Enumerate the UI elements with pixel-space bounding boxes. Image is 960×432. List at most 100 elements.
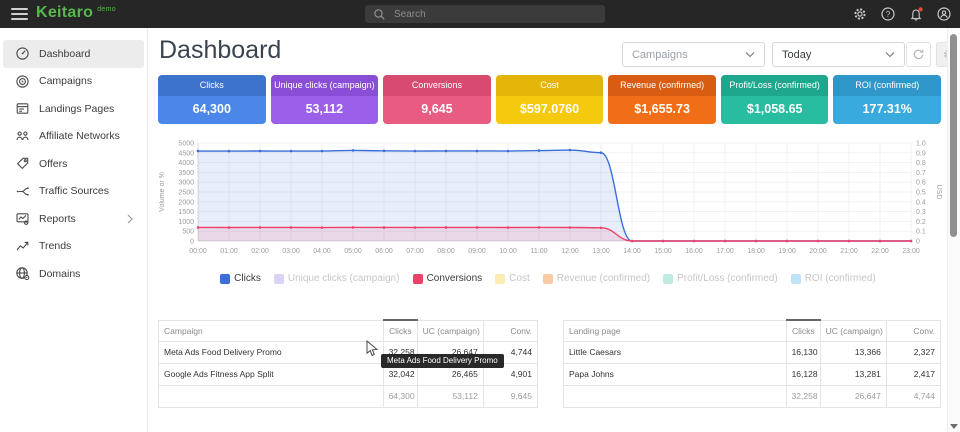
legend-label: Revenue (confirmed) <box>556 273 651 284</box>
sidebar-item-label: Affiliate Networks <box>39 130 120 143</box>
menu-icon[interactable] <box>11 8 28 23</box>
search-box[interactable] <box>365 5 605 23</box>
search-input[interactable] <box>392 7 586 21</box>
column-header-clicks[interactable]: Clicks <box>785 319 821 342</box>
svg-text:17:00: 17:00 <box>716 248 734 255</box>
traffic-chart[interactable]: 00:00 01:00 02:00 03:00 04:00 05:00 06:00 07:00… <box>148 132 960 264</box>
sidebar-item-landings-pages[interactable]: Landings Pages <box>3 95 144 123</box>
card-label: ROI (confirmed) <box>833 75 942 96</box>
svg-text:4000: 4000 <box>178 160 194 167</box>
svg-text:0.4: 0.4 <box>916 199 926 206</box>
column-header-landing-page[interactable]: Landing page <box>563 319 787 342</box>
sidebar-item-label: Campaigns <box>39 75 93 88</box>
date-range-select[interactable]: Today <box>772 42 905 67</box>
notifications-bell-icon[interactable] <box>908 6 924 22</box>
column-header-campaign[interactable]: Campaign <box>158 319 384 342</box>
totals-cell: 64,300 <box>382 384 418 408</box>
legend-item-unique-clicks-campaign[interactable]: Unique clicks (campaign) <box>273 273 400 284</box>
svg-text:20:00: 20:00 <box>809 248 827 255</box>
landings-icon <box>14 101 30 116</box>
sidebar-item-campaigns[interactable]: Campaigns <box>3 68 144 96</box>
legend-swatch <box>542 273 553 284</box>
refresh-button[interactable] <box>906 42 931 67</box>
chevron-down-icon <box>885 52 895 58</box>
settings-icon[interactable] <box>852 6 868 22</box>
table-row[interactable]: Papa Johns 16,128 13,281 2,417 <box>563 362 942 386</box>
svg-text:23:00: 23:00 <box>902 248 920 255</box>
domains-icon <box>14 266 30 281</box>
sidebar-item-trends[interactable]: Trends <box>3 233 144 261</box>
stat-card-revenue-confirmed: Revenue (confirmed) $1,655.73 <box>608 75 716 124</box>
svg-text:0.7: 0.7 <box>916 170 926 177</box>
legend-swatch <box>495 273 506 284</box>
svg-text:00:00: 00:00 <box>189 248 207 255</box>
topbar-actions: ? <box>852 6 952 22</box>
sidebar-item-label: Offers <box>39 157 68 170</box>
legend-item-cost[interactable]: Cost <box>495 273 530 284</box>
svg-text:11:00: 11:00 <box>531 248 548 255</box>
totals-cell: 32,258 <box>785 384 821 408</box>
svg-text:0: 0 <box>190 239 194 246</box>
search-icon <box>374 8 385 20</box>
notification-dot <box>918 7 923 12</box>
svg-text:0.6: 0.6 <box>916 180 926 187</box>
help-icon[interactable]: ? <box>880 6 896 22</box>
svg-text:08:00: 08:00 <box>437 248 455 255</box>
column-header-conv[interactable]: Conv. <box>482 319 539 342</box>
row-value-cell: 16,128 <box>785 362 821 386</box>
legend-label: Cost <box>509 273 530 284</box>
svg-text:0.8: 0.8 <box>916 160 926 167</box>
column-header-uc-campaign[interactable]: UC (campaign) <box>416 319 484 342</box>
legend-item-roi-confirmed[interactable]: ROI (confirmed) <box>790 273 876 284</box>
svg-text:18:00: 18:00 <box>747 248 765 255</box>
column-header-clicks[interactable]: Clicks <box>382 319 418 342</box>
legend-label: Clicks <box>234 273 261 284</box>
sidebar-item-offers[interactable]: Offers <box>3 150 144 178</box>
stat-card-unique-clicks-campaign: Unique clicks (campaign) 53,112 <box>270 75 379 124</box>
card-label: Conversions <box>383 75 491 96</box>
row-value-cell: 13,281 <box>819 362 887 386</box>
scrollbar[interactable] <box>947 28 960 432</box>
svg-text:04:00: 04:00 <box>313 248 331 255</box>
svg-text:15:00: 15:00 <box>654 248 672 255</box>
user-avatar-icon[interactable] <box>936 6 952 22</box>
brand-logo[interactable]: Keitaro demo <box>36 4 116 22</box>
sidebar-item-traffic-sources[interactable]: Traffic Sources <box>3 178 144 206</box>
totals-cell <box>158 384 384 408</box>
row-value-cell: 2,327 <box>885 340 942 364</box>
svg-text:0.2: 0.2 <box>916 219 926 226</box>
card-label: Revenue (confirmed) <box>608 75 716 96</box>
row-value-cell: 13,366 <box>819 340 887 364</box>
svg-text:0.5: 0.5 <box>916 190 926 197</box>
svg-text:0.1: 0.1 <box>916 229 926 236</box>
sidebar-item-label: Traffic Sources <box>39 185 110 198</box>
legend-item-clicks[interactable]: Clicks <box>220 273 261 284</box>
legend-item-revenue-confirmed[interactable]: Revenue (confirmed) <box>542 273 651 284</box>
legend-item-profit-loss-confirmed[interactable]: Profit/Loss (confirmed) <box>663 273 778 284</box>
sidebar-item-label: Dashboard <box>39 47 91 60</box>
trends-icon <box>14 239 30 254</box>
traffic-icon <box>14 184 30 199</box>
legend-item-conversions[interactable]: Conversions <box>412 273 482 284</box>
svg-text:USD: USD <box>935 185 942 200</box>
sidebar-item-dashboard[interactable]: Dashboard <box>3 40 144 68</box>
table-row[interactable]: Little Caesars 16,130 13,366 2,327 <box>563 340 942 364</box>
scroll-down-arrow-icon[interactable] <box>950 424 958 429</box>
sidebar-item-affiliate-networks[interactable]: Affiliate Networks <box>3 123 144 151</box>
card-label: Profit/Loss (confirmed) <box>720 75 829 96</box>
svg-text:03:00: 03:00 <box>282 248 300 255</box>
sidebar-item-reports[interactable]: Reports <box>3 205 144 233</box>
legend-label: Profit/Loss (confirmed) <box>677 273 778 284</box>
legend-label: Unique clicks (campaign) <box>287 273 400 284</box>
column-header-conv[interactable]: Conv. <box>885 319 942 342</box>
scrollbar-thumb[interactable] <box>950 34 957 237</box>
svg-text:14:00: 14:00 <box>623 248 641 255</box>
landing-pages-table: Landing page Clicks UC (campaign) Conv. Litt… <box>563 319 942 408</box>
svg-text:12:00: 12:00 <box>561 248 579 255</box>
column-header-uc-campaign[interactable]: UC (campaign) <box>819 319 887 342</box>
sidebar-item-domains[interactable]: Domains <box>3 260 144 288</box>
dashboard-icon <box>14 46 30 61</box>
campaigns-filter-select[interactable]: Campaigns <box>622 42 765 67</box>
